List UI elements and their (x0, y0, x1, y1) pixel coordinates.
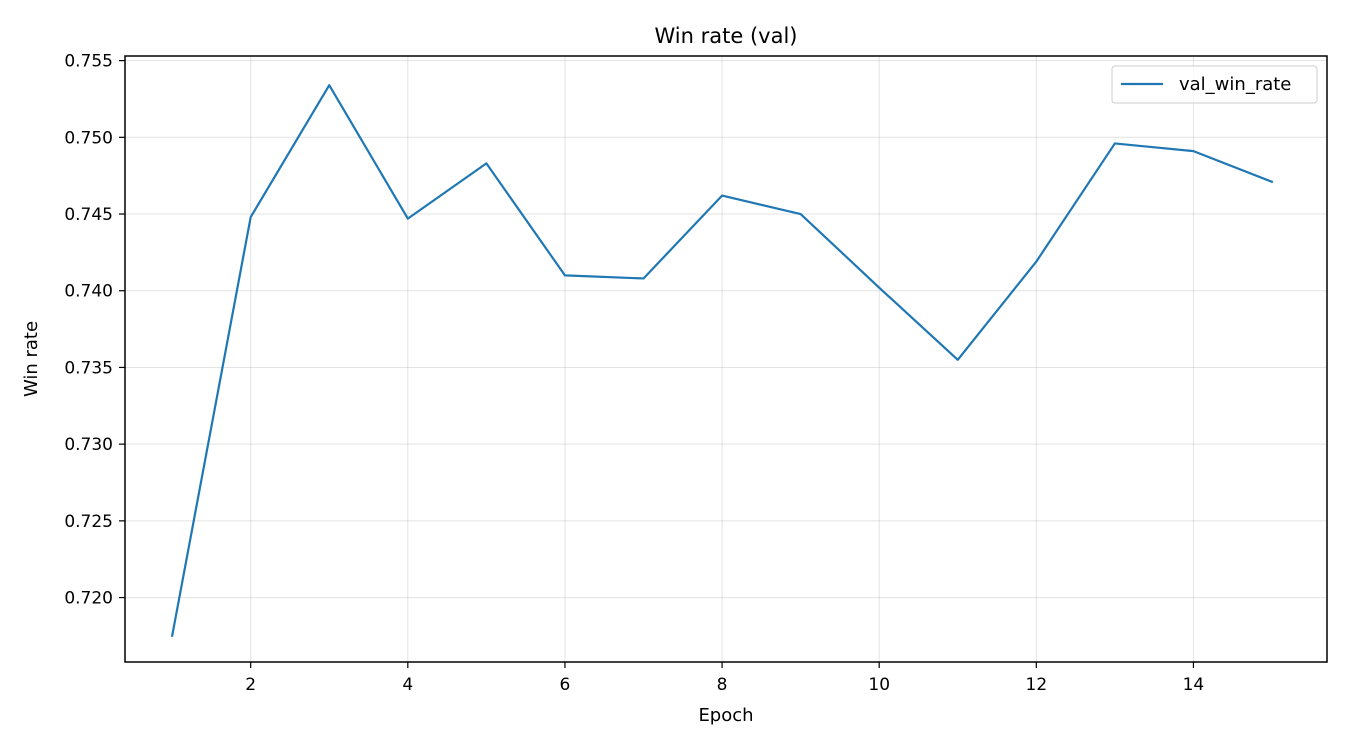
y-axis-label: Win rate (21, 321, 42, 397)
grid (125, 56, 1327, 662)
y-tick-label: 0.725 (64, 512, 113, 532)
y-tick-label: 0.750 (64, 128, 113, 148)
x-axis-ticks: 2 4 6 8 10 12 14 (245, 662, 1204, 695)
chart-title: Win rate (val) (655, 24, 798, 48)
x-tick-label: 2 (245, 675, 256, 695)
y-tick-label: 0.735 (64, 358, 113, 378)
y-tick-label: 0.720 (64, 589, 113, 609)
y-tick-label: 0.745 (64, 205, 113, 225)
x-tick-label: 10 (868, 675, 890, 695)
legend-box (1111, 65, 1318, 104)
legend: val_win_rate (1111, 65, 1318, 104)
y-tick-label: 0.755 (64, 52, 113, 72)
y-tick-label: 0.730 (64, 435, 113, 455)
x-tick-label: 6 (560, 675, 571, 695)
x-tick-label: 4 (402, 675, 413, 695)
series-layer (171, 84, 1274, 638)
y-tick-label: 0.740 (64, 282, 113, 302)
legend-label: val_win_rate (1179, 74, 1291, 95)
x-tick-label: 14 (1183, 675, 1205, 695)
plot-frame (124, 55, 1328, 663)
y-axis-ticks: 0.720 0.725 0.730 0.735 0.740 0.745 0.750 0.755 (64, 52, 125, 609)
x-tick-label: 12 (1026, 675, 1048, 695)
x-tick-label: 8 (717, 675, 728, 695)
series-line-val_win_rate (171, 84, 1274, 638)
x-axis-label: Epoch (698, 705, 753, 726)
